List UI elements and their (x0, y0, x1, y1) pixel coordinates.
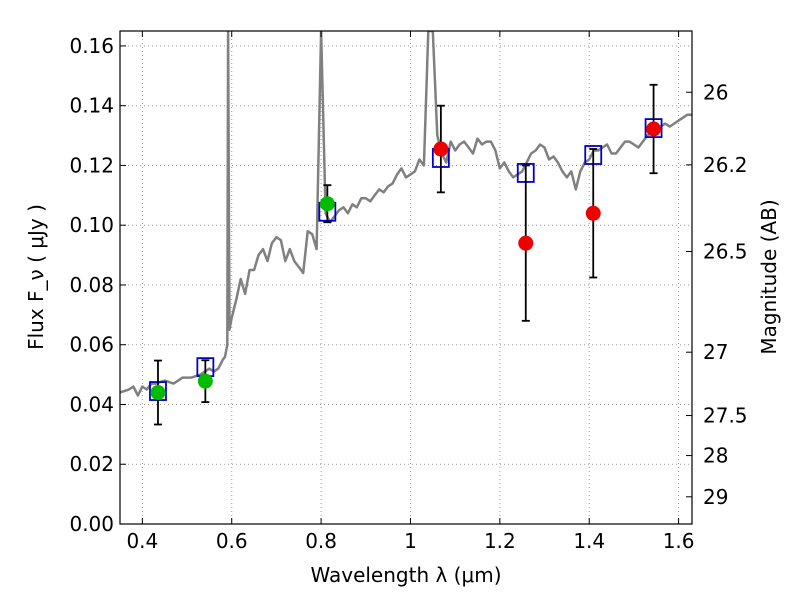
y-axis-title: Flux F_ν ( μJy ) (24, 204, 48, 350)
y-axis-right-title: Magnitude (AB) (757, 199, 781, 354)
y-tick-label: 0.10 (69, 213, 114, 237)
plot-area (120, 31, 692, 426)
x-tick-label: 0.8 (305, 529, 337, 553)
x-tick-label: 1.2 (484, 529, 516, 553)
spectrum-line (120, 31, 692, 397)
grid (120, 31, 692, 525)
y-tick-label: 0.06 (69, 333, 114, 357)
red-point (518, 235, 534, 251)
y-tick-label: 0.08 (69, 273, 114, 297)
y-tick-label: 0.02 (69, 452, 114, 476)
red-point (585, 205, 601, 221)
right-tick-label: 27 (703, 340, 728, 364)
y-tick-label: 0.04 (69, 392, 114, 416)
y-tick-label: 0.16 (69, 34, 114, 58)
right-tick-label: 26.5 (703, 240, 748, 264)
red-point (433, 141, 449, 157)
green-point (319, 196, 335, 212)
right-tick-label: 27.5 (703, 404, 748, 428)
right-tick-label: 26 (703, 80, 728, 104)
red-point (646, 121, 662, 137)
plot-frame (119, 30, 693, 525)
x-tick-label: 1.4 (573, 529, 605, 553)
green-point (197, 373, 213, 389)
x-tick-label: 1 (404, 529, 417, 553)
x-tick-label: 1.6 (663, 529, 695, 553)
green-point (150, 385, 166, 401)
right-tick-label: 26.2 (703, 153, 748, 177)
right-tick-label: 28 (703, 444, 728, 468)
right-axis: 26 26.2 26.5 27 27.5 28 29 (686, 80, 748, 509)
x-tick-label: 0.4 (126, 529, 158, 553)
y-axis: 0.00 0.02 0.04 0.06 0.08 0.10 0.12 0.14 0.16 (69, 34, 126, 536)
y-tick-label: 0.12 (69, 153, 114, 177)
y-tick-label: 0.14 (69, 94, 114, 118)
y-tick-label: 0.00 (69, 512, 114, 536)
x-tick-label: 0.6 (216, 529, 248, 553)
x-axis-title: Wavelength λ (μm) (310, 563, 501, 587)
right-tick-label: 29 (703, 485, 728, 509)
x-axis: 0.4 0.6 0.8 1 1.2 1.4 1.6 (126, 31, 695, 553)
